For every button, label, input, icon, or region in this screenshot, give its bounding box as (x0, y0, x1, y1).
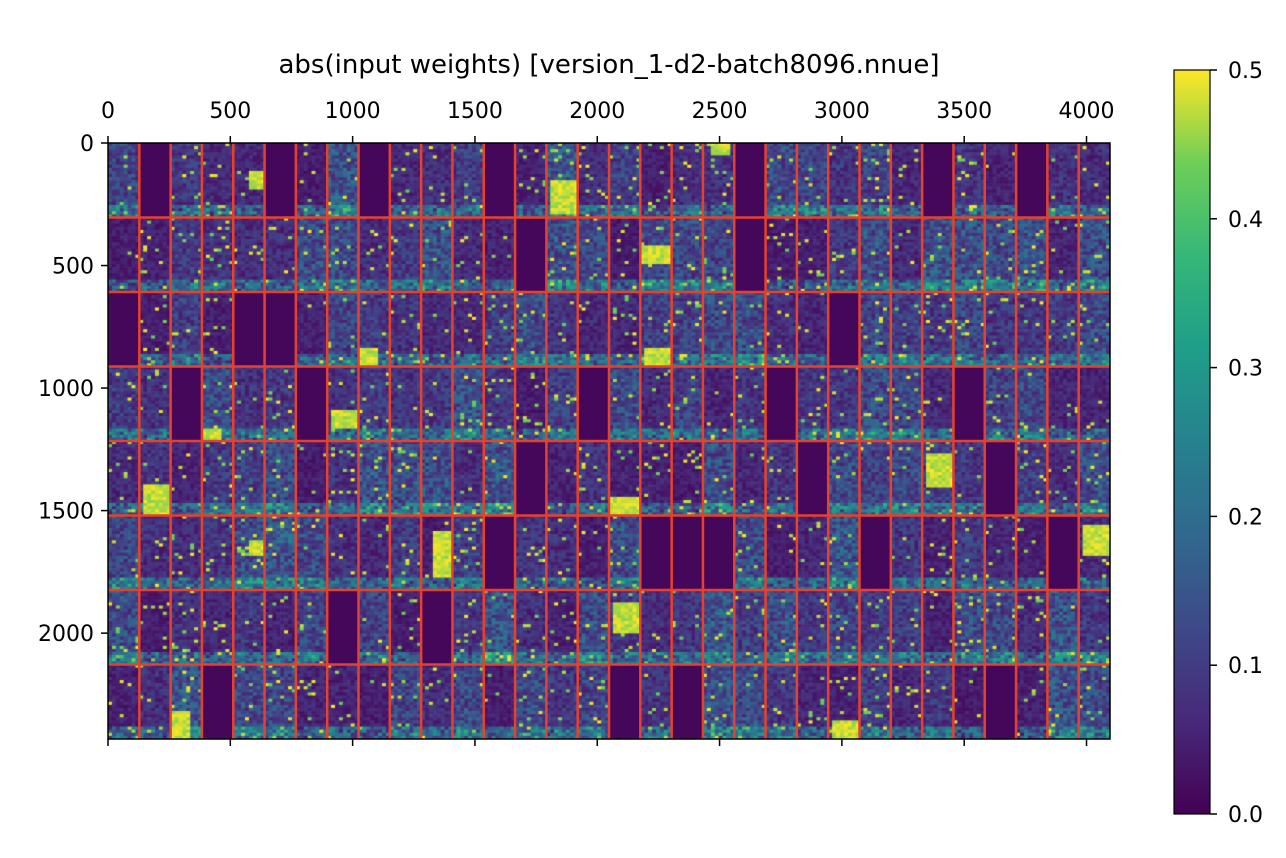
block-grid-lines (108, 143, 1110, 739)
plot-frame (107, 142, 1111, 740)
colorbar-tick-label: 0.2 (1228, 505, 1263, 530)
colorbar-tick-label: 0.3 (1228, 357, 1263, 382)
colorbar-tick-label: 0.1 (1228, 654, 1263, 679)
x-tick-label: 0 (101, 99, 115, 124)
x-tick-label: 1000 (325, 99, 381, 124)
x-tick-label: 2500 (692, 99, 748, 124)
y-tick-label: 1000 (38, 377, 94, 402)
colorbar-ticks: 0.0 0.1 0.2 0.3 0.4 0.5 (1210, 59, 1263, 828)
x-tick-label: 3500 (936, 99, 992, 124)
colorbar (1173, 69, 1211, 815)
y-tick-label: 1500 (38, 500, 94, 525)
x-tick-label: 500 (209, 99, 251, 124)
y-tick-label: 2000 (38, 622, 94, 647)
x-tick-label: 1500 (447, 99, 503, 124)
colorbar-tick-label: 0.5 (1228, 59, 1263, 84)
colorbar-tick-label: 0.4 (1228, 208, 1263, 233)
y-axis: 0 500 1000 1500 2000 (38, 132, 108, 647)
colorbar-tick-label: 0.0 (1228, 803, 1263, 828)
x-axis: 0 500 1000 1500 2000 2500 3000 3500 4000 (101, 99, 1115, 746)
x-tick-label: 2000 (569, 99, 625, 124)
y-tick-label: 500 (52, 255, 94, 280)
x-tick-label: 3000 (814, 99, 870, 124)
y-tick-label: 0 (80, 132, 94, 157)
x-tick-label: 4000 (1059, 99, 1115, 124)
chart-title: abs(input weights) [version_1-d2-batch80… (278, 50, 940, 80)
